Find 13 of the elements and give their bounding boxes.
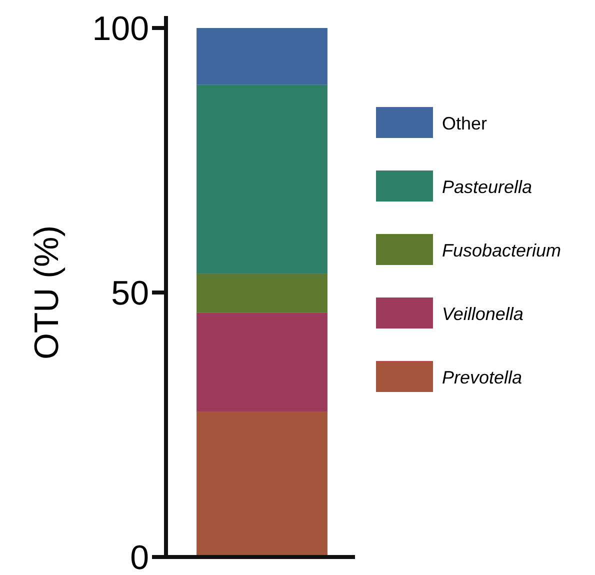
bar [196,273,328,313]
y-tick-label: 100 [92,10,149,48]
legend-label: Veillonella [442,304,524,324]
bar [196,84,328,274]
legend-label: Fusobacterium [442,240,562,260]
legend-label: Prevotella [442,367,522,388]
legend-label: Pasteurella [442,176,532,197]
y-tick-label: 50 [111,274,149,312]
y-tick-label: 0 [130,538,149,575]
bar [196,28,328,85]
bar [196,312,328,412]
legend-label: Other [442,113,488,134]
y-axis-title: OTU (%) [28,225,66,360]
